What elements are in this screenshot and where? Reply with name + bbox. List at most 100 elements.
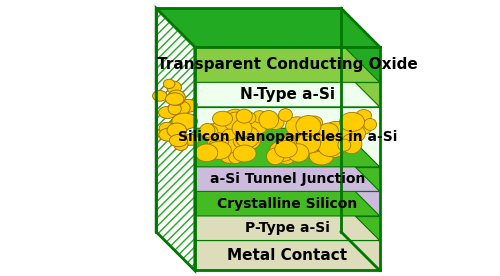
Ellipse shape — [224, 112, 248, 132]
Ellipse shape — [220, 150, 238, 163]
Text: Metal Contact: Metal Contact — [227, 248, 348, 263]
Ellipse shape — [353, 120, 372, 135]
Ellipse shape — [341, 134, 362, 154]
Ellipse shape — [266, 148, 284, 165]
Polygon shape — [195, 216, 380, 240]
Ellipse shape — [334, 122, 348, 133]
Ellipse shape — [283, 135, 295, 146]
Text: a-Si Tunnel Junction: a-Si Tunnel Junction — [210, 172, 365, 186]
Polygon shape — [156, 8, 195, 270]
Ellipse shape — [356, 110, 372, 121]
Ellipse shape — [172, 113, 198, 129]
Ellipse shape — [174, 101, 190, 115]
Ellipse shape — [249, 120, 267, 134]
Ellipse shape — [165, 124, 186, 139]
Ellipse shape — [206, 141, 232, 159]
Ellipse shape — [174, 139, 188, 150]
Text: P-Type a-Si: P-Type a-Si — [245, 221, 330, 235]
Ellipse shape — [166, 93, 184, 105]
Ellipse shape — [233, 145, 256, 162]
Ellipse shape — [306, 116, 322, 130]
Ellipse shape — [297, 132, 320, 153]
Ellipse shape — [167, 81, 182, 94]
Ellipse shape — [297, 123, 308, 134]
Ellipse shape — [168, 90, 186, 105]
Ellipse shape — [233, 123, 251, 139]
Polygon shape — [195, 82, 380, 107]
Ellipse shape — [325, 141, 344, 157]
Polygon shape — [156, 128, 380, 167]
Ellipse shape — [300, 124, 318, 139]
Ellipse shape — [158, 106, 177, 118]
Ellipse shape — [236, 109, 252, 123]
Ellipse shape — [322, 121, 351, 143]
Ellipse shape — [233, 130, 260, 151]
Ellipse shape — [232, 120, 252, 138]
Ellipse shape — [266, 116, 284, 130]
Ellipse shape — [340, 112, 364, 131]
Ellipse shape — [278, 109, 292, 121]
Ellipse shape — [309, 147, 334, 165]
Ellipse shape — [252, 111, 266, 123]
Polygon shape — [156, 44, 380, 82]
Polygon shape — [156, 202, 380, 240]
Ellipse shape — [240, 115, 258, 131]
Ellipse shape — [168, 128, 186, 144]
Polygon shape — [195, 240, 380, 270]
Ellipse shape — [164, 79, 175, 89]
Ellipse shape — [259, 110, 278, 129]
Ellipse shape — [306, 138, 323, 152]
Ellipse shape — [212, 122, 228, 136]
Ellipse shape — [224, 109, 246, 126]
Ellipse shape — [296, 133, 318, 153]
Ellipse shape — [270, 140, 296, 161]
Ellipse shape — [309, 134, 332, 151]
Ellipse shape — [278, 152, 295, 164]
Ellipse shape — [228, 152, 242, 164]
Ellipse shape — [196, 144, 218, 162]
Ellipse shape — [208, 139, 223, 153]
Ellipse shape — [286, 117, 309, 136]
Ellipse shape — [222, 129, 236, 140]
Text: N-Type a-Si: N-Type a-Si — [240, 87, 335, 102]
Polygon shape — [156, 68, 380, 107]
Ellipse shape — [170, 134, 188, 147]
Ellipse shape — [200, 123, 215, 138]
Ellipse shape — [296, 116, 321, 136]
Ellipse shape — [170, 103, 183, 114]
Ellipse shape — [288, 144, 309, 162]
Ellipse shape — [167, 123, 186, 138]
Ellipse shape — [338, 139, 351, 151]
Ellipse shape — [182, 134, 199, 145]
Polygon shape — [156, 177, 380, 216]
Ellipse shape — [178, 99, 198, 112]
Ellipse shape — [243, 112, 256, 124]
Ellipse shape — [168, 120, 185, 132]
Polygon shape — [195, 192, 380, 216]
Polygon shape — [156, 153, 380, 192]
Polygon shape — [156, 8, 380, 47]
Ellipse shape — [319, 123, 338, 138]
Ellipse shape — [284, 133, 300, 147]
Ellipse shape — [275, 140, 297, 158]
Ellipse shape — [212, 111, 233, 126]
Ellipse shape — [218, 136, 238, 154]
Ellipse shape — [168, 103, 181, 115]
Text: Transparent Conducting Oxide: Transparent Conducting Oxide — [157, 57, 417, 72]
Ellipse shape — [285, 145, 304, 160]
Polygon shape — [195, 107, 380, 167]
Ellipse shape — [201, 125, 218, 139]
Ellipse shape — [318, 138, 342, 156]
Ellipse shape — [208, 132, 228, 152]
Text: Crystalline Silicon: Crystalline Silicon — [217, 197, 358, 211]
Ellipse shape — [336, 123, 366, 144]
Ellipse shape — [236, 126, 260, 148]
Ellipse shape — [364, 118, 376, 130]
Ellipse shape — [157, 127, 174, 139]
Ellipse shape — [203, 124, 222, 141]
Ellipse shape — [152, 91, 167, 101]
Ellipse shape — [159, 128, 178, 141]
Polygon shape — [195, 47, 380, 82]
Polygon shape — [195, 167, 380, 192]
Ellipse shape — [159, 122, 175, 134]
